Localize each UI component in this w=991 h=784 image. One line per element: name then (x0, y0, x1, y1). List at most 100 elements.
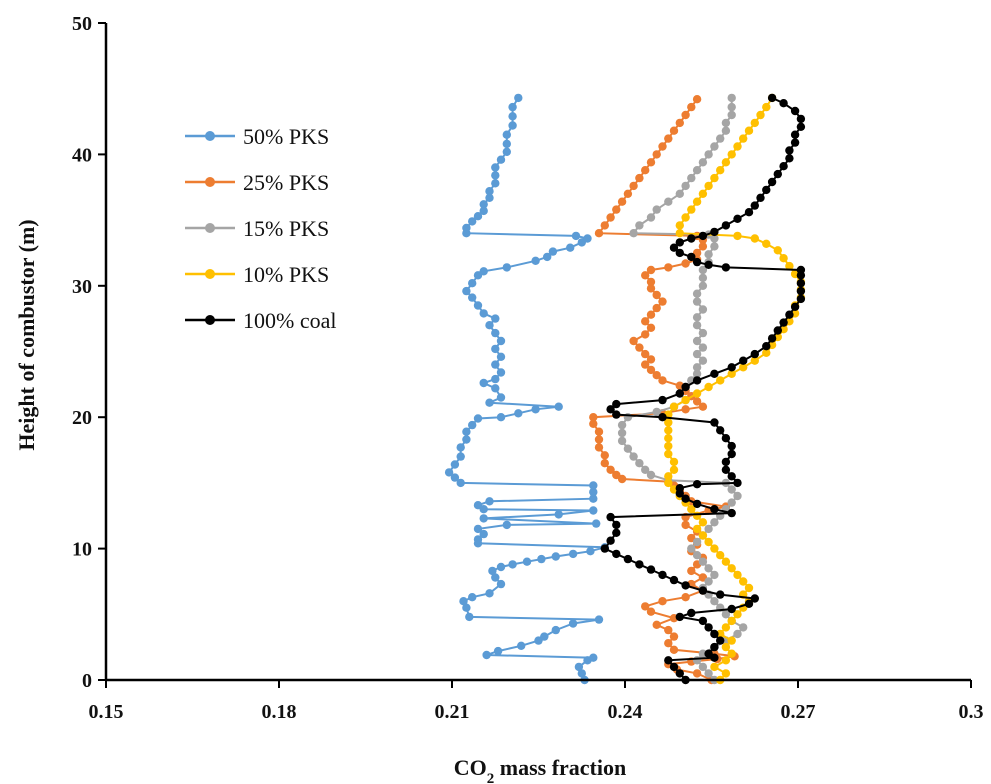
data-point-100pct-coal (796, 294, 806, 304)
data-point-50pct-pks (456, 443, 465, 452)
data-point-15pct-pks (698, 265, 708, 275)
x-tick-label: 0.21 (435, 701, 470, 723)
data-point-10pct-pks (675, 229, 684, 238)
data-point-50pct-pks (517, 641, 526, 650)
data-point-50pct-pks (496, 562, 506, 572)
data-point-10pct-pks (687, 205, 696, 214)
data-point-50pct-pks (491, 179, 500, 188)
x-axis: 0.15 0.18 0.21 0.24 0.27 0.3 (89, 678, 984, 723)
data-point-25pct-pks (641, 360, 650, 369)
data-point-100pct-coal (785, 310, 794, 319)
data-point-15pct-pks (710, 242, 719, 251)
series-100pct-coal (600, 93, 806, 685)
data-point-50pct-pks (479, 206, 488, 216)
data-point-50pct-pks (479, 200, 488, 209)
data-point-100pct-coal (698, 231, 708, 241)
data-point-15pct-pks (727, 102, 736, 112)
data-point-25pct-pks (589, 419, 598, 428)
data-point-10pct-pks (727, 649, 736, 658)
data-point-100pct-coal (612, 399, 621, 409)
data-point-10pct-pks (762, 348, 771, 357)
data-point-25pct-pks (658, 376, 667, 385)
data-point-100pct-coal (779, 99, 788, 108)
data-point-10pct-pks (698, 518, 708, 527)
data-point-25pct-pks (669, 126, 679, 135)
data-point-10pct-pks (669, 402, 679, 411)
data-point-25pct-pks (698, 402, 708, 411)
data-point-15pct-pks (698, 356, 708, 365)
data-point-50pct-pks (589, 653, 598, 662)
data-point-50pct-pks (589, 506, 598, 515)
data-point-100pct-coal (790, 106, 800, 116)
data-point-50pct-pks (496, 155, 506, 164)
data-point-50pct-pks (589, 481, 598, 490)
data-point-50pct-pks (502, 130, 511, 139)
legend-swatch-marker (205, 223, 215, 233)
data-point-25pct-pks (664, 134, 673, 143)
data-point-15pct-pks (692, 336, 702, 346)
data-point-100pct-coal (658, 413, 667, 422)
data-point-50pct-pks (571, 231, 581, 241)
data-point-10pct-pks (750, 234, 759, 243)
data-point-50pct-pks (462, 435, 471, 444)
data-point-50pct-pks (491, 328, 500, 338)
data-point-15pct-pks (692, 297, 702, 306)
data-point-50pct-pks (540, 632, 549, 641)
data-point-50pct-pks (459, 597, 468, 606)
data-point-100pct-coal (635, 560, 644, 569)
data-point-50pct-pks (479, 514, 488, 523)
y-tick-label: 10 (72, 539, 92, 561)
data-point-25pct-pks (641, 330, 650, 339)
data-point-10pct-pks (698, 531, 708, 540)
y-tick-label: 0 (82, 670, 92, 692)
data-point-50pct-pks (496, 336, 506, 346)
data-point-50pct-pks (491, 384, 500, 393)
data-point-50pct-pks (508, 102, 517, 112)
data-point-15pct-pks (629, 452, 638, 461)
data-point-100pct-coal (744, 208, 754, 217)
data-point-25pct-pks (606, 213, 615, 222)
data-point-15pct-pks (698, 343, 708, 352)
data-point-10pct-pks (733, 142, 742, 151)
data-point-100pct-coal (646, 565, 656, 574)
data-point-50pct-pks (491, 374, 500, 384)
data-point-50pct-pks (479, 309, 488, 318)
data-point-25pct-pks (681, 405, 690, 414)
data-point-100pct-coal (687, 234, 696, 243)
data-point-10pct-pks (716, 166, 725, 175)
data-point-50pct-pks (468, 279, 477, 288)
data-point-100pct-coal (675, 238, 684, 247)
data-point-25pct-pks (681, 110, 690, 120)
data-point-25pct-pks (675, 118, 684, 128)
data-point-50pct-pks (456, 452, 465, 461)
data-point-100pct-coal (669, 575, 679, 585)
data-point-50pct-pks (491, 344, 500, 354)
data-point-15pct-pks (733, 491, 742, 501)
data-point-25pct-pks (635, 173, 644, 183)
data-point-25pct-pks (692, 669, 702, 678)
data-point-15pct-pks (704, 524, 713, 534)
data-point-15pct-pks (721, 610, 731, 619)
data-point-50pct-pks (444, 468, 454, 477)
data-point-15pct-pks (675, 189, 684, 198)
data-point-50pct-pks (450, 473, 460, 482)
data-point-15pct-pks (710, 518, 719, 527)
data-point-25pct-pks (594, 435, 604, 444)
data-point-15pct-pks (698, 557, 708, 566)
data-point-50pct-pks (468, 217, 477, 226)
data-point-15pct-pks (704, 564, 713, 573)
data-point-50pct-pks (568, 619, 578, 628)
data-point-50pct-pks (594, 615, 604, 624)
data-point-10pct-pks (664, 449, 673, 459)
data-point-100pct-coal (762, 342, 771, 351)
data-point-15pct-pks (698, 328, 708, 338)
plot-area (444, 93, 806, 685)
data-point-100pct-coal (790, 302, 800, 311)
data-point-100pct-coal (606, 512, 615, 522)
data-point-25pct-pks (692, 95, 702, 104)
data-point-25pct-pks (594, 229, 604, 238)
data-point-50pct-pks (574, 662, 584, 672)
data-point-25pct-pks (641, 349, 650, 359)
data-point-50pct-pks (496, 352, 506, 361)
data-point-10pct-pks (716, 376, 725, 385)
